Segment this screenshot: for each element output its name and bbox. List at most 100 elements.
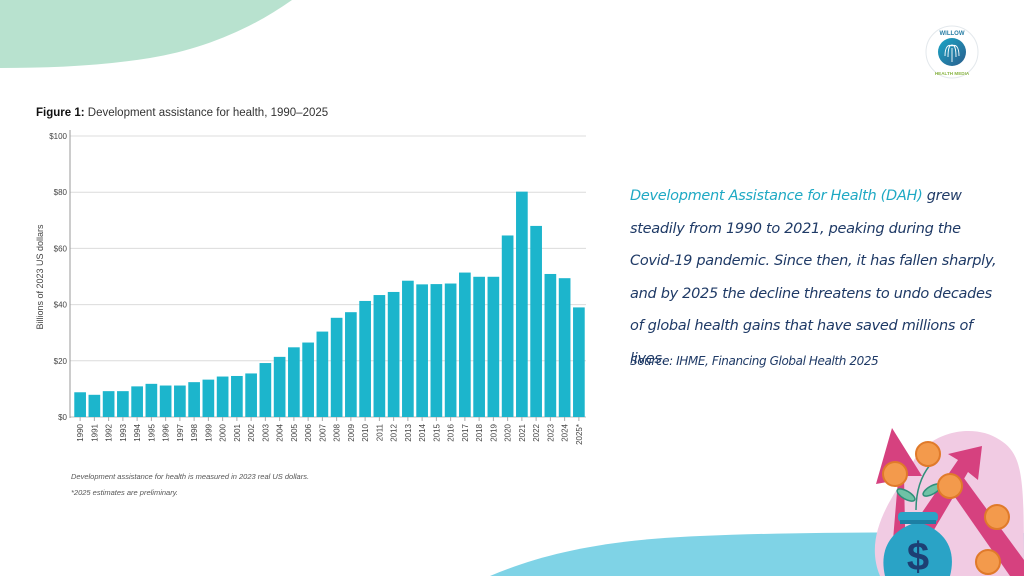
x-tick-label: 2025*: [575, 424, 584, 445]
x-tick-label: 2017: [461, 423, 470, 441]
bar-1994: [131, 386, 143, 417]
y-axis-label: Billions of 2023 US dollars: [35, 224, 45, 330]
bar-2013: [402, 280, 414, 417]
y-tick-label: $20: [54, 357, 68, 366]
bar-2020: [501, 235, 514, 417]
bar-2006: [302, 342, 314, 417]
bar-2009: [345, 312, 357, 417]
summary-line-5: of global health gains that have saved m…: [630, 318, 973, 367]
x-tick-label: 2011: [375, 423, 384, 441]
coin-icon: [882, 461, 908, 487]
bar-1996: [159, 385, 172, 417]
bar-2011: [373, 295, 386, 417]
x-tick-label: 2019: [489, 423, 498, 441]
bar-2007: [316, 331, 329, 417]
bar-2004: [273, 356, 286, 417]
y-tick-label: $100: [49, 132, 67, 141]
willow-health-media-logo: WILLOW HEALTH MEDIA: [925, 25, 979, 79]
bar-2000: [216, 376, 229, 417]
y-tick-label: $60: [54, 244, 68, 253]
x-tick-label: 2003: [261, 423, 270, 441]
chart-bars: [74, 191, 585, 417]
bar-2010: [359, 300, 371, 417]
x-tick-label: 2004: [276, 423, 285, 441]
x-tick-label: 1994: [133, 423, 142, 441]
x-tick-label: 1999: [204, 423, 213, 441]
summary-paragraph: Development Assistance for Health (DAH) …: [630, 180, 1000, 375]
x-tick-label: 2018: [475, 423, 484, 441]
x-tick-label: 2010: [361, 423, 370, 441]
bar-1998: [188, 382, 200, 417]
willow-tree-icon: [944, 44, 960, 62]
x-tick-label: 2005: [290, 423, 299, 441]
bar-2017: [459, 272, 471, 417]
x-tick-label: 1997: [176, 423, 185, 441]
chart-note-preliminary: *2025 estimates are preliminary.: [71, 488, 178, 497]
x-axis-tick-labels: 1990 1991 1992 1993 1994 1995 1996 1997 1998 1999…: [76, 417, 584, 445]
x-tick-label: 2000: [219, 423, 228, 441]
bar-2014: [416, 284, 428, 417]
x-tick-label: 2021: [518, 423, 527, 441]
x-tick-label: 2013: [404, 423, 413, 441]
dollar-sign-icon: $: [907, 535, 929, 576]
bar-2019: [487, 276, 500, 417]
x-tick-label: 2007: [318, 423, 327, 441]
bar-2024: [558, 278, 571, 417]
x-tick-label: 2012: [390, 423, 399, 441]
bar-2005: [288, 347, 300, 417]
x-tick-label: 2002: [247, 423, 256, 441]
bar-2012: [387, 291, 400, 417]
summary-line-3: Covid-19 pandemic. Since then, it has fa…: [630, 253, 997, 269]
bar-2025: [573, 307, 585, 417]
coin-icon: [937, 473, 963, 499]
bar-2002: [245, 373, 257, 417]
bar-2022: [530, 225, 542, 417]
x-tick-label: 2016: [447, 423, 456, 441]
bar-1997: [174, 385, 186, 417]
x-tick-label: 1995: [147, 423, 156, 441]
x-tick-label: 2015: [432, 423, 441, 441]
money-growth-illustration: $: [874, 428, 1024, 576]
x-tick-label: 2009: [347, 423, 356, 441]
x-tick-label: 1993: [119, 423, 128, 441]
logo-bottom-text: HEALTH MEDIA: [935, 71, 970, 76]
coin-icons: [882, 441, 1010, 575]
bar-1995: [145, 383, 158, 417]
chart-note-units: Development assistance for health is mea…: [71, 472, 310, 481]
bar-1991: [88, 394, 101, 417]
bar-2015: [430, 284, 443, 417]
bar-1993: [117, 391, 129, 417]
x-tick-label: 1990: [76, 423, 85, 441]
y-tick-label: $40: [54, 301, 68, 310]
summary-line-1-rest: grew: [922, 188, 962, 204]
x-tick-label: 2022: [532, 423, 541, 441]
x-tick-label: 2006: [304, 423, 313, 441]
dah-highlight: Development Assistance for Health (DAH): [630, 188, 923, 204]
bar-2018: [473, 276, 485, 417]
figure-title: Figure 1: Development assistance for hea…: [36, 107, 328, 119]
logo-top-text: WILLOW: [940, 31, 965, 37]
y-tick-label: $0: [58, 413, 67, 422]
bar-2003: [259, 363, 272, 417]
x-tick-label: 2008: [333, 423, 342, 441]
x-tick-label: 2024: [561, 423, 570, 441]
summary-line-2: steadily from 1990 to 2021, peaking duri…: [630, 220, 961, 237]
x-tick-label: 2020: [504, 423, 513, 441]
y-tick-label: $80: [54, 188, 68, 197]
bar-2023: [544, 273, 557, 417]
figure-title-text: Development assistance for health, 1990–…: [87, 107, 329, 119]
y-axis-tick-labels: $0 $20 $40 $60 $80 $100: [49, 132, 67, 422]
x-tick-label: 2014: [418, 423, 427, 441]
bar-1990: [74, 392, 86, 417]
bar-2001: [231, 375, 243, 417]
x-tick-label: 1998: [190, 423, 199, 441]
money-bag-icon: $: [883, 512, 952, 576]
coin-icon: [984, 504, 1010, 530]
bar-2021: [516, 191, 528, 417]
bar-2016: [444, 283, 457, 417]
bar-2008: [330, 317, 343, 417]
x-tick-label: 2023: [546, 423, 555, 441]
source-citation: Source: IHME, Financing Global Health 20…: [630, 354, 879, 368]
x-tick-label: 2001: [233, 423, 242, 441]
summary-line-4: and by 2025 the decline threatens to und…: [630, 285, 992, 302]
